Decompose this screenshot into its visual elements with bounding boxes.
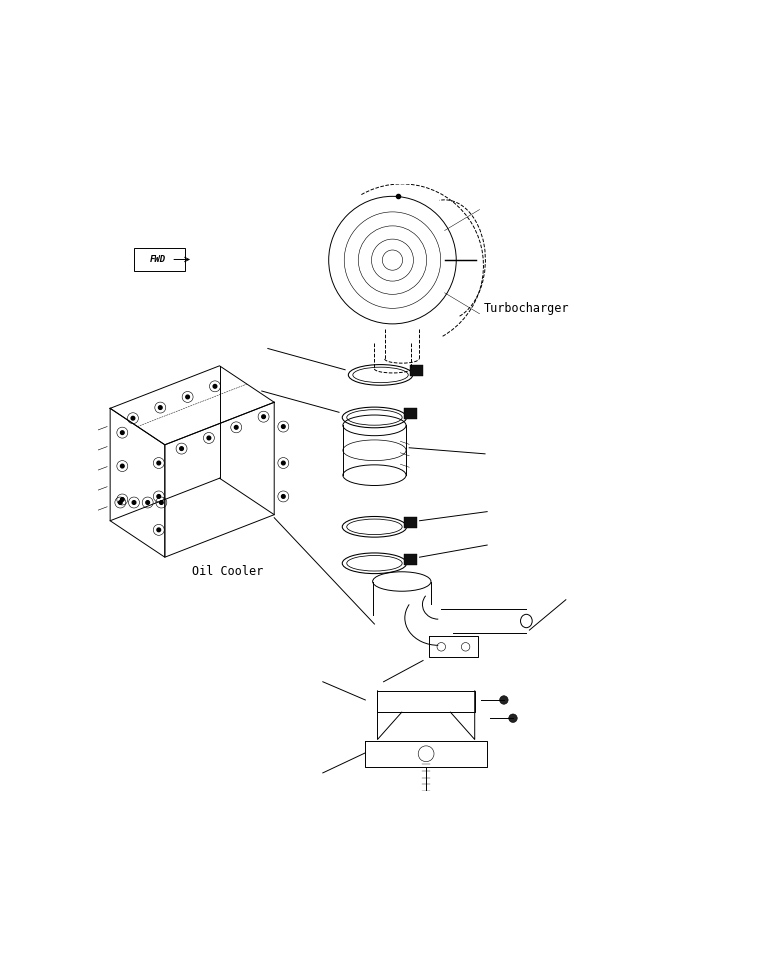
Circle shape <box>262 415 266 419</box>
Circle shape <box>281 461 285 465</box>
Circle shape <box>157 461 161 465</box>
Circle shape <box>146 501 150 505</box>
Circle shape <box>132 501 136 505</box>
Bar <box>135 248 184 271</box>
Bar <box>404 517 417 528</box>
Circle shape <box>158 405 162 409</box>
Circle shape <box>157 528 161 532</box>
Circle shape <box>281 425 285 428</box>
Circle shape <box>509 714 517 723</box>
Circle shape <box>157 495 161 498</box>
Circle shape <box>180 447 183 451</box>
Circle shape <box>186 395 190 399</box>
Circle shape <box>121 464 124 468</box>
Bar <box>404 408 417 419</box>
Text: FWD: FWD <box>150 255 166 264</box>
Circle shape <box>213 384 217 388</box>
Bar <box>410 366 423 376</box>
Text: Oil Cooler: Oil Cooler <box>192 565 263 578</box>
Circle shape <box>281 495 285 498</box>
Circle shape <box>234 426 238 429</box>
Circle shape <box>159 501 163 505</box>
Circle shape <box>207 436 211 440</box>
Circle shape <box>121 430 124 434</box>
Circle shape <box>131 416 135 420</box>
Bar <box>404 554 417 565</box>
Circle shape <box>121 498 124 501</box>
Circle shape <box>499 696 508 704</box>
Text: Turbocharger: Turbocharger <box>484 302 569 315</box>
Circle shape <box>118 501 122 505</box>
